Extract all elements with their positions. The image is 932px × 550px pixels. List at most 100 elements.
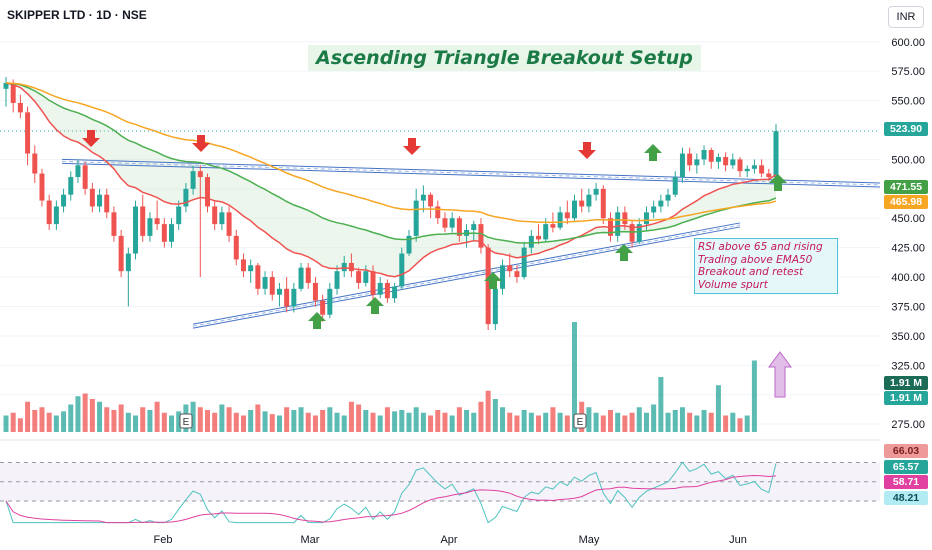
candle-body: [82, 165, 88, 189]
price-axis[interactable]: 600.00575.00550.00525.00500.00475.00450.…: [891, 37, 925, 431]
candle: [89, 182, 95, 213]
volume-bar: [248, 410, 254, 432]
candle-body: [759, 165, 765, 174]
candle-body: [154, 218, 160, 225]
volume-bar: [607, 410, 613, 432]
candle-body: [521, 247, 527, 278]
candle-body: [492, 288, 498, 325]
earnings-marker-label: E: [183, 417, 190, 428]
candle-body: [89, 188, 95, 207]
volume-bar: [75, 396, 81, 432]
candle-body: [327, 288, 333, 315]
candle: [291, 282, 297, 313]
volume-bar: [600, 415, 606, 432]
volume-bar: [39, 407, 45, 432]
candle-body: [687, 153, 693, 166]
symbol-header[interactable]: SKIPPER LTD · 1D · NSE: [7, 8, 147, 22]
volume-bar: [658, 377, 664, 432]
candle-body: [507, 265, 513, 272]
price-tick-label: 575.00: [891, 66, 925, 78]
candle: [679, 147, 685, 183]
volume-bar: [305, 412, 311, 432]
candle-body: [593, 188, 599, 195]
candle: [413, 188, 419, 242]
candle-body: [773, 131, 779, 178]
candle: [392, 282, 398, 303]
volume-bar: [737, 418, 743, 432]
candle: [773, 124, 779, 180]
candle-body: [629, 224, 635, 242]
candle-body: [399, 253, 405, 287]
volume-bar: [593, 412, 599, 432]
volume-bar: [420, 412, 426, 432]
volume-bar: [651, 404, 657, 432]
candle: [694, 153, 700, 174]
candle: [521, 241, 527, 280]
time-axis[interactable]: Feb Mar Apr May Jun: [154, 534, 747, 546]
candle: [262, 271, 268, 295]
candle: [233, 230, 239, 266]
note-line: Trading above EMA50: [698, 253, 813, 266]
candle-body: [600, 188, 606, 219]
candle-body: [341, 262, 347, 272]
candle-body: [658, 200, 664, 207]
volume-bar: [255, 404, 261, 432]
volume-bar: [543, 412, 549, 432]
volume-bars: [3, 322, 757, 432]
candle: [744, 165, 750, 178]
volume-bar: [471, 412, 477, 432]
candle-body: [370, 271, 376, 295]
candle: [104, 188, 110, 219]
candle: [723, 152, 729, 172]
ema-long-tag: 465.98: [884, 195, 928, 209]
volume-bar: [665, 412, 671, 432]
volume-bar: [550, 407, 556, 432]
candle-body: [701, 150, 707, 160]
candle: [140, 194, 146, 242]
candle: [651, 200, 657, 219]
ema-short-line: [5, 82, 777, 278]
volume-bar: [679, 407, 685, 432]
candle-body: [766, 173, 772, 178]
candle-body: [730, 159, 736, 166]
candle: [348, 253, 354, 278]
candle: [197, 165, 203, 278]
volume-bar: [17, 418, 23, 432]
candle-body: [248, 265, 254, 272]
volume-bar: [643, 412, 649, 432]
candle-body: [586, 194, 592, 207]
candle-body: [3, 82, 9, 89]
volume-bar: [276, 415, 282, 432]
candle: [39, 168, 45, 207]
candle-body: [53, 206, 59, 225]
candles: [3, 77, 779, 330]
candle: [284, 277, 290, 313]
candle: [320, 294, 326, 322]
ema-long-line: [5, 82, 777, 224]
candle: [399, 247, 405, 289]
candle: [125, 247, 131, 307]
volume-bar: [622, 415, 628, 432]
volume-bar: [348, 401, 354, 432]
candle: [25, 106, 31, 166]
time-tick-label: Mar: [301, 534, 320, 546]
candle: [341, 255, 347, 278]
candle: [298, 262, 304, 292]
volume-bar: [284, 407, 290, 432]
candle-body: [212, 206, 218, 225]
candle-body: [672, 177, 678, 195]
currency-button[interactable]: INR: [888, 6, 924, 28]
candle-body: [557, 212, 563, 228]
candle-body: [572, 200, 578, 219]
candle: [579, 188, 585, 213]
candle: [514, 265, 520, 283]
candle: [536, 224, 542, 245]
rsi-lower-tag: 48.21: [884, 491, 928, 505]
volume-bar: [715, 385, 721, 432]
volume-bar: [687, 412, 693, 432]
candle-body: [622, 212, 628, 225]
candle: [363, 265, 369, 287]
note-line: Breakout and retest: [698, 266, 804, 278]
